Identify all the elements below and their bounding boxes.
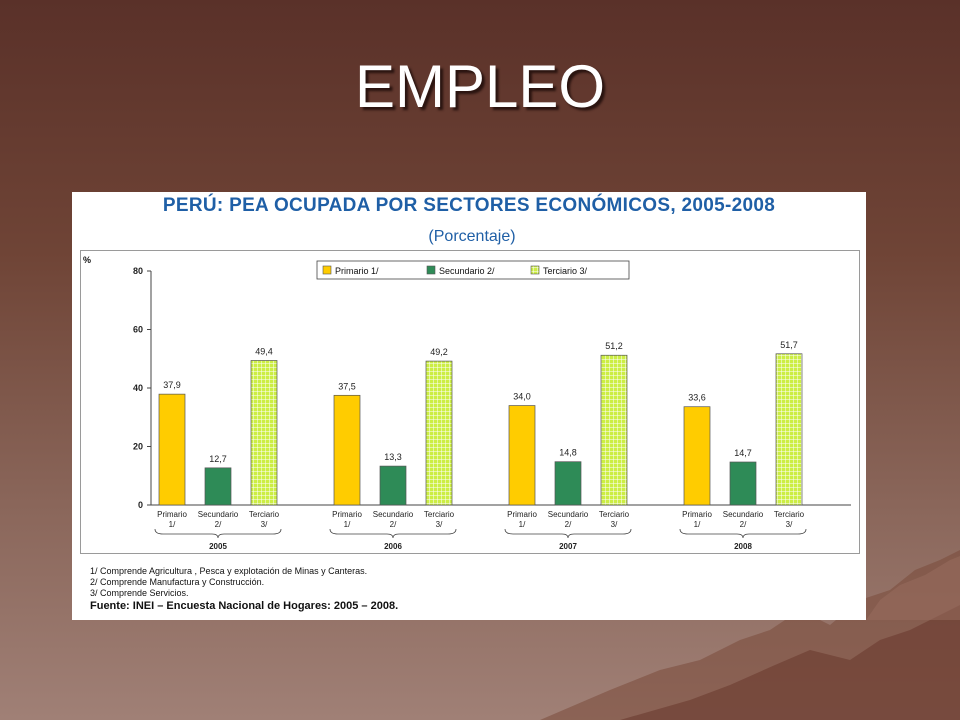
data-label: 34,0 bbox=[513, 392, 531, 402]
source-note: Fuente: INEI – Encuesta Nacional de Hoga… bbox=[90, 600, 399, 612]
bar bbox=[333, 394, 361, 506]
chart-title: PERÚ: PEA OCUPADA POR SECTORES ECONÓMICO… bbox=[162, 195, 776, 216]
x-category-label: 2005 bbox=[209, 542, 227, 551]
bar bbox=[204, 467, 232, 506]
data-label: 51,2 bbox=[605, 341, 623, 351]
chart-subtitle: (Porcentaje) bbox=[428, 228, 516, 245]
x-sublabel-note: 2/ bbox=[565, 520, 572, 529]
x-sublabel: Primario bbox=[507, 510, 537, 519]
group-brace bbox=[329, 528, 457, 539]
data-label: 14,8 bbox=[559, 448, 577, 458]
footnote-2: 2/ Comprende Manufactura y Construcción. bbox=[90, 577, 265, 587]
data-label: 49,4 bbox=[255, 347, 273, 357]
x-sublabel: Terciario bbox=[774, 510, 805, 519]
bar bbox=[379, 465, 407, 506]
data-label: 49,2 bbox=[430, 347, 448, 357]
y-tick-label: 20 bbox=[133, 442, 143, 452]
x-sublabel-note: 2/ bbox=[215, 520, 222, 529]
x-category-label: 2007 bbox=[559, 542, 577, 551]
legend-label: Secundario 2/ bbox=[439, 266, 495, 276]
footnote-3: 3/ Comprende Servicios. bbox=[90, 588, 189, 598]
bar bbox=[158, 393, 186, 506]
data-label: 37,5 bbox=[338, 381, 356, 391]
data-label: 51,7 bbox=[780, 340, 798, 350]
group-brace bbox=[154, 528, 282, 539]
legend-swatch bbox=[322, 265, 332, 275]
x-sublabel: Secundario bbox=[373, 510, 414, 519]
group-brace bbox=[504, 528, 632, 539]
bar bbox=[554, 461, 582, 506]
bar-chart: %02040608037,9Primario1/12,7Secundario2/… bbox=[83, 255, 851, 551]
x-sublabel-note: 3/ bbox=[786, 520, 793, 529]
y-tick-label: 40 bbox=[133, 383, 143, 393]
bar bbox=[775, 353, 803, 506]
x-sublabel: Secundario bbox=[548, 510, 589, 519]
chart-figure: PERÚ: PEA OCUPADA POR SECTORES ECONÓMICO… bbox=[72, 192, 866, 620]
legend-swatch bbox=[426, 265, 436, 275]
x-sublabel-note: 2/ bbox=[740, 520, 747, 529]
footnotes: 1/ Comprende Agricultura , Pesca y explo… bbox=[90, 566, 398, 612]
x-sublabel: Secundario bbox=[198, 510, 239, 519]
data-label: 12,7 bbox=[209, 454, 227, 464]
x-sublabel-note: 1/ bbox=[694, 520, 701, 529]
x-sublabel: Primario bbox=[157, 510, 187, 519]
x-sublabel-note: 1/ bbox=[519, 520, 526, 529]
x-sublabel-note: 3/ bbox=[436, 520, 443, 529]
y-tick-label: 60 bbox=[133, 325, 143, 335]
footnote-1: 1/ Comprende Agricultura , Pesca y explo… bbox=[90, 566, 368, 576]
x-sublabel: Primario bbox=[332, 510, 362, 519]
bar bbox=[729, 461, 757, 506]
data-label: 33,6 bbox=[688, 393, 706, 403]
bar bbox=[425, 360, 453, 506]
x-sublabel-note: 1/ bbox=[169, 520, 176, 529]
x-sublabel: Terciario bbox=[249, 510, 280, 519]
legend-box bbox=[316, 260, 630, 280]
group-brace bbox=[679, 528, 807, 539]
x-sublabel: Terciario bbox=[599, 510, 630, 519]
legend-swatch bbox=[530, 265, 540, 275]
data-label: 13,3 bbox=[384, 452, 402, 462]
bar bbox=[600, 354, 628, 506]
x-sublabel: Terciario bbox=[424, 510, 455, 519]
x-category-label: 2008 bbox=[734, 542, 752, 551]
bar bbox=[508, 405, 536, 506]
slide-title: EMPLEO bbox=[354, 53, 606, 120]
x-sublabel-note: 1/ bbox=[344, 520, 351, 529]
bar bbox=[683, 406, 711, 506]
legend-label: Primario 1/ bbox=[335, 266, 379, 276]
y-tick-label: 80 bbox=[133, 266, 143, 276]
x-sublabel: Secundario bbox=[723, 510, 764, 519]
x-sublabel: Primario bbox=[682, 510, 712, 519]
legend-label: Terciario 3/ bbox=[543, 266, 588, 276]
data-label: 14,7 bbox=[734, 448, 752, 458]
y-tick-label: 0 bbox=[138, 500, 143, 510]
x-sublabel-note: 2/ bbox=[390, 520, 397, 529]
plot-area-frame: % 0 20 40 60 80 37,9 Primario 1/12,7 Secundario 2/… bbox=[80, 250, 860, 554]
x-category-label: 2006 bbox=[384, 542, 402, 551]
x-sublabel-note: 3/ bbox=[611, 520, 618, 529]
y-axis-label: % bbox=[83, 255, 91, 265]
x-sublabel-note: 3/ bbox=[261, 520, 268, 529]
bar bbox=[250, 360, 278, 506]
data-label: 37,9 bbox=[163, 380, 181, 390]
